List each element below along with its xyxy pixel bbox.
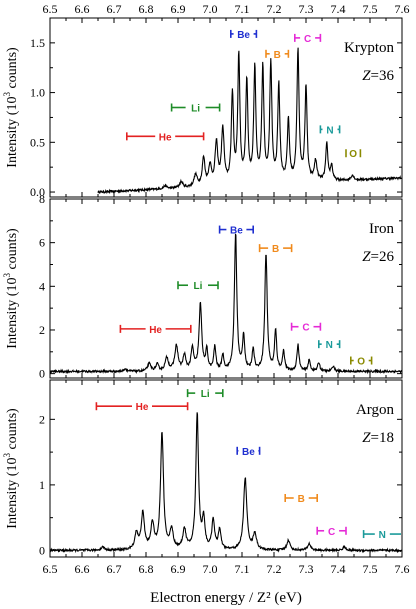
range-be: Be — [218, 225, 254, 237]
y-tick-label: 2 — [39, 412, 45, 426]
x-tick-label-top: 7.1 — [235, 2, 250, 16]
y-axis-label: Intensity (103 counts) — [2, 228, 20, 349]
y-tick-label: 0 — [39, 543, 45, 557]
range-o: O — [349, 356, 373, 368]
spectra-panels: 0.0 0.5 1.0 1.5 Intensity (103 counts) Krypto… — [2, 17, 403, 558]
x-tick-label: 7.2 — [267, 562, 282, 576]
range-n: N — [362, 530, 401, 541]
element-name: Argon — [356, 402, 395, 418]
y-tick-label: 1.0 — [30, 86, 45, 100]
range-be: Be — [236, 446, 261, 458]
y-tick-label: 0.0 — [30, 185, 45, 199]
y-tick-label: 8 — [39, 192, 45, 206]
range-be: Be — [230, 30, 258, 41]
x-tick-label-top: 7.6 — [395, 2, 410, 16]
x-tick-label: 7.5 — [363, 562, 378, 576]
x-tick-label-top: 7.5 — [363, 2, 378, 16]
range-label: Li — [191, 104, 200, 115]
range-label: B — [272, 244, 279, 255]
x-tick-label-top: 6.9 — [171, 2, 186, 16]
spectrum-line — [97, 47, 403, 195]
range-label: N — [379, 530, 386, 541]
x-tick-label-top: 7.0 — [203, 2, 218, 16]
x-tick-label: 7.6 — [395, 562, 410, 576]
range-li: Li — [170, 103, 221, 115]
panel-argon: 0 1 2 Intensity (103 counts) Argon Z=18 He Li Be… — [2, 379, 403, 558]
range-label: C — [328, 527, 335, 538]
x-tick-label: 6.9 — [171, 562, 186, 576]
spectrum-line — [49, 412, 403, 554]
range-label: Li — [201, 389, 210, 400]
x-tick-label: 6.7 — [107, 562, 122, 576]
z-label: Z=26 — [362, 249, 394, 265]
range-label: O — [349, 149, 357, 160]
range-label: Li — [194, 281, 203, 292]
y-tick-label: 6 — [39, 236, 45, 250]
x-tick-label-top: 6.7 — [107, 2, 122, 16]
x-tick-label: 7.3 — [299, 562, 314, 576]
range-label: He — [149, 325, 162, 336]
range-c: C — [316, 526, 347, 538]
range-b: B — [265, 49, 290, 61]
spectrum-line — [49, 233, 403, 375]
range-he: He — [95, 402, 189, 413]
range-label: O — [357, 357, 365, 368]
y-tick-label: 1.5 — [30, 36, 45, 50]
range-label: He — [136, 402, 149, 413]
range-label: Be — [230, 226, 243, 237]
range-label: Be — [242, 447, 255, 458]
bottom-axis-tick-labels: 6.5 6.6 6.7 6.8 6.9 7.0 7.1 7.2 7.3 7.4 7.5 7.6 — [43, 562, 410, 576]
range-b: B — [258, 244, 293, 255]
x-axis-label: Electron energy / Z² (eV) — [150, 590, 302, 606]
plot-frame — [49, 198, 403, 379]
y-tick-label: 0.5 — [30, 135, 45, 149]
z-label: Z=36 — [362, 68, 394, 84]
top-axis-tick-labels: 6.5 6.6 6.7 6.8 6.9 7.0 7.1 7.2 7.3 7.4 7.5 7.6 — [43, 2, 410, 16]
x-tick-label: 6.6 — [75, 562, 90, 576]
y-tick-label: 1 — [39, 478, 45, 492]
range-label: C — [304, 34, 311, 45]
x-tick-label-top: 6.5 — [43, 2, 58, 16]
range-label: N — [326, 340, 333, 351]
range-b: B — [284, 494, 319, 505]
range-li: Li — [186, 389, 224, 400]
x-tick-label-top: 7.3 — [299, 2, 314, 16]
x-tick-label: 7.1 — [235, 562, 250, 576]
y-tick-label: 4 — [39, 279, 45, 293]
range-label: B — [274, 50, 281, 61]
x-tick-label-top: 6.8 — [139, 2, 154, 16]
x-tick-label-top: 6.6 — [75, 2, 90, 16]
range-label: N — [326, 125, 333, 136]
z-label: Z=18 — [362, 430, 394, 446]
x-tick-label: 7.0 — [203, 562, 218, 576]
y-tick-label: 2 — [39, 323, 45, 337]
range-li: Li — [177, 281, 219, 292]
range-label: B — [298, 494, 305, 505]
x-tick-label: 6.5 — [43, 562, 58, 576]
range-c: C — [290, 322, 322, 334]
range-n: N — [317, 340, 341, 351]
y-axis-label: Intensity (103 counts) — [2, 47, 20, 168]
range-c: C — [293, 33, 322, 45]
x-tick-label-top: 7.2 — [267, 2, 282, 16]
element-name: Krypton — [344, 40, 394, 56]
range-o: O — [345, 149, 362, 160]
panel-iron: 0 2 4 6 8 Intensity (103 counts) Iron Z=26 He Li B… — [2, 192, 403, 381]
range-label: He — [159, 132, 172, 143]
x-tick-label: 6.8 — [139, 562, 154, 576]
range-label: Be — [237, 30, 250, 41]
range-n: N — [319, 125, 341, 136]
range-label: C — [302, 323, 309, 334]
range-he: He — [119, 324, 192, 336]
y-axis-label: Intensity (103 counts) — [2, 408, 20, 529]
panel-krypton: 0.0 0.5 1.0 1.5 Intensity (103 counts) Krypto… — [2, 17, 403, 199]
y-tick-label: 0 — [39, 367, 45, 381]
element-name: Iron — [369, 221, 394, 237]
range-he: He — [126, 132, 205, 143]
x-tick-label-top: 7.4 — [331, 2, 346, 16]
x-tick-label: 7.4 — [331, 562, 346, 576]
